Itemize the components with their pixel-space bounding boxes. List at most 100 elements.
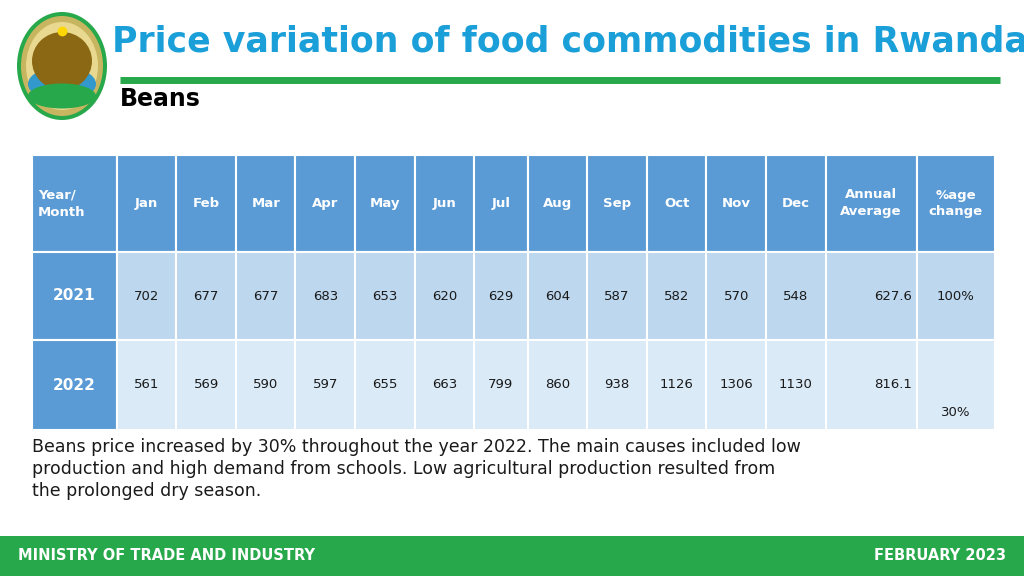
Text: Jul: Jul	[492, 197, 510, 210]
Ellipse shape	[26, 22, 98, 110]
Bar	[766, 340, 825, 430]
Text: 604: 604	[545, 290, 570, 302]
Bar	[825, 155, 916, 252]
Bar	[647, 155, 707, 252]
Bar	[32, 155, 117, 252]
Bar	[825, 340, 916, 430]
Bar	[527, 252, 587, 340]
Text: 569: 569	[194, 378, 219, 392]
Text: 627.6: 627.6	[873, 290, 911, 302]
Text: the prolonged dry season.: the prolonged dry season.	[32, 482, 261, 500]
Text: 1130: 1130	[779, 378, 813, 392]
Bar	[647, 340, 707, 430]
Text: Beans: Beans	[120, 87, 201, 111]
Bar	[0, 536, 1024, 576]
Bar	[527, 155, 587, 252]
Text: 590: 590	[253, 378, 279, 392]
Text: Year/
Month: Year/ Month	[38, 188, 85, 218]
Bar	[587, 252, 647, 340]
Bar	[916, 340, 995, 430]
Bar	[415, 155, 474, 252]
Text: 816.1: 816.1	[873, 378, 911, 392]
Text: Apr: Apr	[312, 197, 339, 210]
Text: Jun: Jun	[432, 197, 457, 210]
Ellipse shape	[28, 84, 96, 108]
Text: 1306: 1306	[719, 378, 753, 392]
Text: Jan: Jan	[135, 197, 158, 210]
Text: Aug: Aug	[543, 197, 572, 210]
Text: 2021: 2021	[53, 289, 95, 304]
Bar	[236, 340, 296, 430]
Bar	[587, 155, 647, 252]
Bar	[527, 340, 587, 430]
Bar	[587, 340, 647, 430]
Text: MINISTRY OF TRADE AND INDUSTRY: MINISTRY OF TRADE AND INDUSTRY	[18, 548, 315, 563]
Bar	[117, 155, 176, 252]
Bar	[32, 252, 117, 340]
Bar	[355, 155, 415, 252]
Bar	[117, 340, 176, 430]
Text: Annual
Average: Annual Average	[841, 188, 902, 218]
Text: 629: 629	[488, 290, 514, 302]
Bar	[236, 252, 296, 340]
Bar	[176, 155, 236, 252]
Text: 653: 653	[372, 290, 397, 302]
Bar	[474, 155, 527, 252]
Bar	[766, 252, 825, 340]
Text: 860: 860	[545, 378, 570, 392]
Bar	[176, 340, 236, 430]
Text: May: May	[370, 197, 400, 210]
Text: production and high demand from schools. Low agricultural production resulted fr: production and high demand from schools.…	[32, 460, 775, 478]
Bar	[825, 252, 916, 340]
Ellipse shape	[17, 12, 106, 120]
Text: 582: 582	[664, 290, 689, 302]
Text: Dec: Dec	[781, 197, 810, 210]
Bar	[916, 155, 995, 252]
Text: 620: 620	[432, 290, 457, 302]
Text: Beans price increased by 30% throughout the year 2022. The main causes included : Beans price increased by 30% throughout …	[32, 438, 801, 456]
Text: 561: 561	[134, 378, 159, 392]
Text: 597: 597	[312, 378, 338, 392]
Ellipse shape	[32, 32, 92, 90]
Bar	[32, 340, 117, 430]
Text: Sep: Sep	[603, 197, 631, 210]
Bar	[415, 252, 474, 340]
Text: 799: 799	[488, 378, 514, 392]
Text: 548: 548	[783, 290, 808, 302]
Text: Feb: Feb	[193, 197, 220, 210]
Text: Price variation of food commodities in Rwanda: Price variation of food commodities in R…	[112, 24, 1024, 58]
Bar	[236, 155, 296, 252]
Bar	[355, 252, 415, 340]
Bar	[474, 340, 527, 430]
Bar	[916, 252, 995, 340]
Text: 30%: 30%	[941, 406, 971, 419]
Bar	[355, 340, 415, 430]
Bar	[296, 340, 355, 430]
Bar	[296, 155, 355, 252]
Bar	[296, 252, 355, 340]
Text: 677: 677	[194, 290, 219, 302]
Ellipse shape	[22, 16, 103, 116]
Bar	[117, 252, 176, 340]
Text: 683: 683	[312, 290, 338, 302]
Text: 587: 587	[604, 290, 630, 302]
Text: Nov: Nov	[722, 197, 751, 210]
Bar	[176, 252, 236, 340]
Ellipse shape	[28, 66, 96, 101]
Bar	[707, 252, 766, 340]
Text: FEBRUARY 2023: FEBRUARY 2023	[874, 548, 1006, 563]
Bar	[415, 340, 474, 430]
Text: 702: 702	[134, 290, 159, 302]
Text: 655: 655	[372, 378, 397, 392]
Text: %age
change: %age change	[929, 188, 983, 218]
Bar	[766, 155, 825, 252]
Text: 677: 677	[253, 290, 279, 302]
Text: 938: 938	[604, 378, 630, 392]
Text: 663: 663	[432, 378, 457, 392]
Text: Mar: Mar	[251, 197, 281, 210]
Bar	[647, 252, 707, 340]
Text: 2022: 2022	[53, 377, 96, 392]
Text: 1126: 1126	[659, 378, 693, 392]
Text: 100%: 100%	[937, 290, 975, 302]
Text: 570: 570	[724, 290, 749, 302]
